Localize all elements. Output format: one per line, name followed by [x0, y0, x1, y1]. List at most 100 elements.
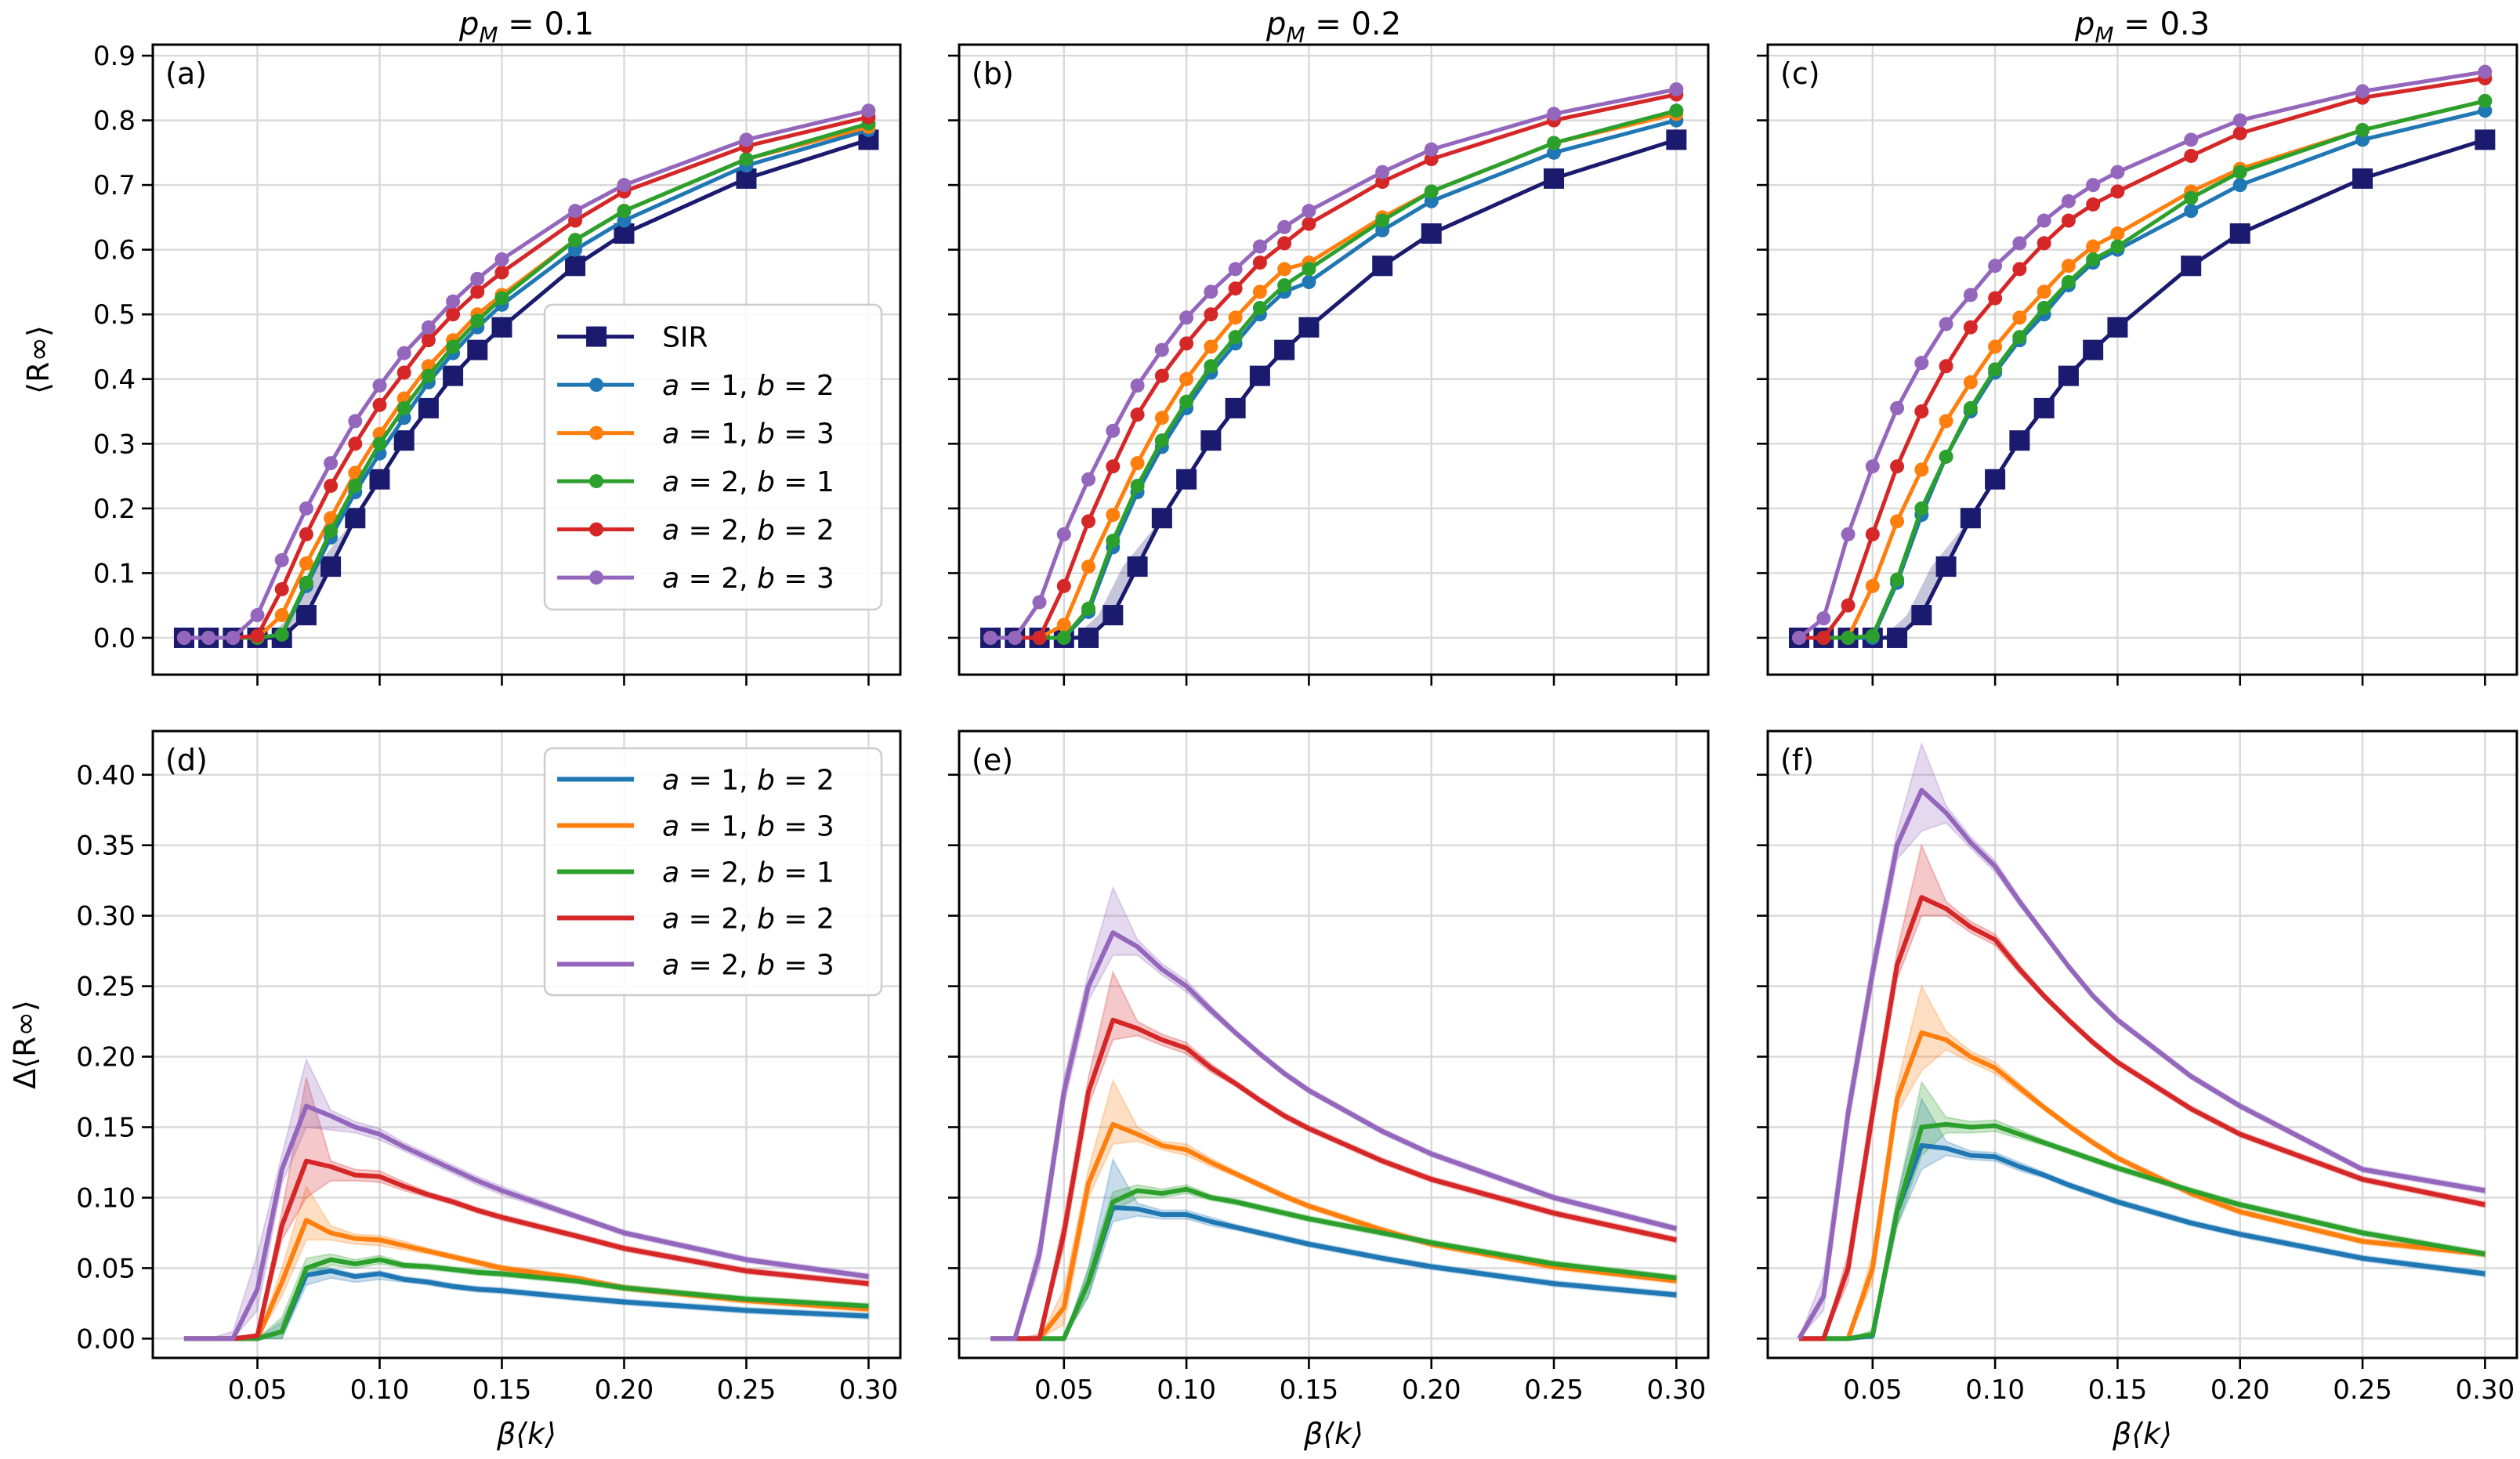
y-axis-label-top: ⟨R∞⟩ [21, 325, 56, 394]
data-point-a2b3 [324, 456, 339, 471]
y-tick-label: 0.05 [76, 1253, 136, 1284]
data-point-a2b1 [1890, 572, 1905, 587]
legend-item: a = 1, b = 2 [557, 765, 835, 797]
legend-label-part: b [757, 811, 775, 843]
data-point-a1b3 [1081, 559, 1096, 574]
x-tick-label: 0.10 [1965, 1374, 2025, 1406]
data-point-a2b2 [348, 436, 363, 451]
data-point-a2b1 [274, 627, 289, 642]
x-tick-label: 0.15 [1280, 1374, 1339, 1406]
legend-label-part: = 2, [679, 563, 757, 595]
data-point-a2b1 [324, 523, 339, 538]
legend-label-part: = 2, [679, 466, 757, 498]
data-point-a2b2 [274, 582, 289, 597]
data-point-a2b1 [1841, 630, 1856, 645]
data-point-a2b2 [1179, 336, 1194, 351]
data-point-a2b3 [1252, 239, 1267, 254]
data-point-a2b3 [1204, 284, 1218, 299]
title-var: p [458, 6, 479, 42]
data-point-a2b3 [421, 320, 436, 335]
data-point-SIR [1200, 430, 1222, 451]
data-point-SIR [1151, 508, 1172, 529]
series-line-a2b2 [990, 92, 1677, 640]
panel-f: 0.05 0.10 0.15 0.20 0.25 0.30 β⟨k⟩ (f) [1757, 730, 2518, 1451]
x-tick-label: 0.05 [1843, 1374, 1903, 1406]
data-point-a2b2 [1277, 236, 1292, 251]
y-tick-label: 0.10 [76, 1182, 136, 1214]
data-point-a2b2 [372, 397, 387, 412]
legend-label: a = 2, b = 1 [662, 466, 835, 498]
legend-label-part: a [662, 903, 679, 936]
data-point-a2b2 [2037, 236, 2051, 251]
series-line-a1b3 [1799, 99, 2486, 640]
x-tick-label: 0.25 [717, 1374, 777, 1406]
data-point-a2b1 [1302, 262, 1316, 277]
legend-box [543, 303, 883, 611]
data-point-a2b1 [1424, 184, 1439, 199]
data-point-a2b1 [299, 575, 313, 590]
legend: a = 1, b = 2a = 1, b = 3a = 2, b = 1a = … [543, 747, 883, 997]
legend-item: a = 1, b = 3 [557, 811, 835, 843]
x-tick-label: 0.20 [595, 1374, 654, 1406]
data-point-a2b3 [176, 630, 191, 645]
data-point-SIR [2107, 317, 2128, 338]
x-tick-label: 0.30 [839, 1374, 899, 1406]
series-line-a2b2 [183, 1158, 869, 1341]
data-point-a2b1 [2037, 300, 2051, 315]
data-point-a2b3 [1963, 288, 1978, 302]
series-line-a2b3 [990, 87, 1677, 640]
legend-label-part: a [662, 857, 679, 889]
data-point-a1b2 [1547, 145, 1562, 160]
plot-area [1797, 741, 2486, 1341]
legend-label-part: a [662, 811, 679, 843]
data-point-SIR [295, 605, 317, 626]
data-point-a1b2 [2478, 103, 2493, 118]
legend-label: a = 2, b = 2 [662, 903, 835, 936]
data-point-a2b2 [2110, 184, 2125, 199]
data-point-a1b2 [568, 242, 583, 257]
legend-label: a = 1, b = 2 [662, 370, 835, 402]
y-tick-label: 0.0 [93, 623, 136, 654]
confidence-band-a1b2 [1799, 1096, 2486, 1340]
data-point-a2b2 [324, 478, 339, 493]
legend-label-part: a [662, 563, 679, 595]
legend-label-part: = 2 [775, 903, 835, 936]
data-point-a2b3 [2061, 194, 2076, 208]
y-tick-label: 0.15 [76, 1113, 136, 1144]
data-point-a2b2 [1252, 255, 1267, 270]
data-point-a2b2 [1816, 630, 1831, 645]
data-point-a2b2 [2061, 213, 2076, 228]
x-tick-label: 0.15 [2088, 1374, 2148, 1406]
data-point-a2b2 [1204, 307, 1218, 322]
y-tick-label: 0.8 [93, 106, 136, 137]
data-point-a2b3 [494, 252, 509, 267]
data-point-a2b3 [1841, 527, 1856, 541]
y-tick-label: 0.9 [93, 41, 136, 72]
data-point-SIR [2475, 129, 2496, 150]
data-point-SIR [1911, 605, 1932, 626]
x-axis-label: β⟨k⟩ [1303, 1417, 1363, 1451]
data-point-SIR [1249, 365, 1270, 386]
data-point-a2b3 [1032, 595, 1047, 610]
data-point-a2b3 [372, 378, 387, 393]
legend-label: a = 2, b = 2 [662, 515, 835, 547]
x-tick-label: 0.25 [1524, 1374, 1584, 1406]
data-point-SIR [443, 365, 464, 386]
data-point-a2b3 [983, 630, 998, 645]
data-point-a2b1 [1988, 362, 2003, 377]
plot-area [980, 81, 1687, 648]
data-point-a2b2 [299, 527, 313, 541]
data-point-SIR [1985, 469, 2006, 490]
data-point-SIR [1127, 556, 1148, 577]
series-line-a2b3 [1797, 787, 2486, 1340]
title-rest: = 0.1 [498, 6, 595, 42]
data-point-a2b1 [470, 313, 485, 328]
data-point-a2b1 [1963, 400, 1978, 415]
data-point-a2b2 [396, 365, 411, 380]
data-point-a2b1 [2355, 122, 2370, 137]
x-axis-label: β⟨k⟩ [496, 1417, 556, 1451]
panel-tag: (a) [165, 56, 207, 91]
data-point-a2b2 [1939, 359, 1953, 374]
axes-frame [151, 730, 902, 1359]
data-point-a2b1 [2086, 252, 2101, 267]
